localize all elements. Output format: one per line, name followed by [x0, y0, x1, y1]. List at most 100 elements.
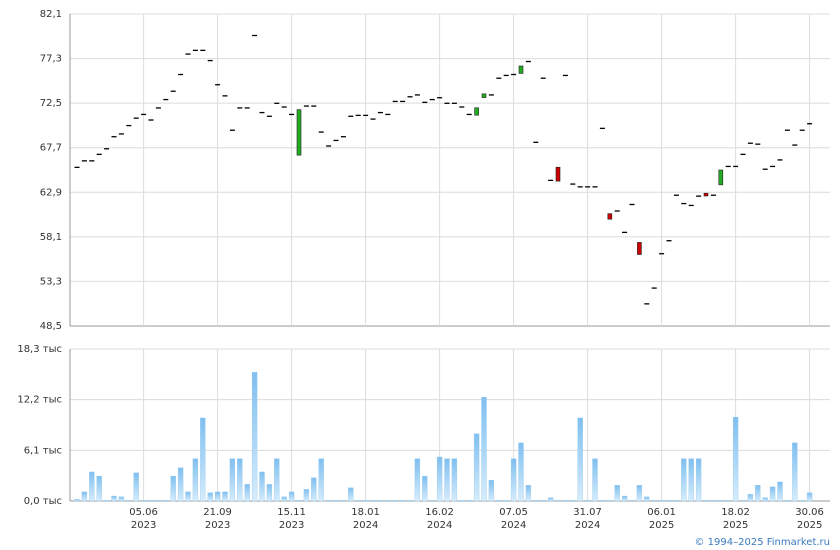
volume-bar	[170, 475, 176, 502]
volume-bar	[163, 500, 169, 502]
volume-bar	[133, 472, 139, 502]
candle	[651, 287, 657, 289]
volume-bar	[651, 500, 657, 502]
volume-bar	[429, 500, 435, 502]
volume-bar	[769, 486, 776, 502]
volume-bar	[658, 500, 665, 502]
candle	[688, 204, 694, 207]
volume-bar	[703, 500, 709, 502]
volume-bar	[725, 500, 731, 502]
candle	[488, 94, 494, 96]
volume-bar	[732, 416, 739, 502]
candle	[666, 240, 672, 242]
y-tick-label: 58,1	[40, 232, 62, 243]
candle	[229, 129, 235, 131]
volume-bar	[644, 496, 650, 502]
candle	[548, 179, 554, 182]
volume-bar	[155, 500, 162, 502]
volume-bar	[407, 500, 413, 502]
x-tick-year: 2025	[649, 520, 674, 531]
candle	[733, 165, 739, 168]
candle	[266, 115, 272, 117]
volume-bar	[89, 471, 95, 502]
candle	[725, 165, 731, 168]
candle	[681, 202, 687, 205]
candle	[207, 59, 213, 62]
volume-bar	[385, 500, 391, 502]
candle	[414, 94, 420, 96]
candle	[363, 114, 369, 117]
x-tick-label: 06.01	[647, 507, 676, 518]
volume-bar	[777, 481, 783, 502]
candle	[407, 96, 413, 98]
volume-bar	[577, 417, 583, 502]
volume-bar	[96, 475, 102, 502]
candle	[614, 210, 620, 212]
volume-bar	[251, 372, 258, 502]
volume-bar	[755, 485, 761, 502]
volume-bar	[192, 458, 199, 502]
candle	[141, 113, 147, 116]
volume-bar	[621, 495, 628, 502]
x-tick-year: 2024	[427, 520, 452, 531]
volume-bar	[111, 495, 117, 502]
candle	[555, 166, 561, 182]
x-tick-label: 07.05	[499, 507, 528, 518]
candle	[481, 93, 487, 98]
candle	[303, 105, 309, 107]
volume-bar	[488, 480, 495, 502]
volume-bar	[673, 500, 680, 502]
candle	[503, 74, 509, 77]
volume-bar	[422, 475, 428, 502]
candle	[444, 102, 450, 104]
candle	[81, 160, 87, 162]
volume-bar	[570, 500, 576, 502]
footer: © 1994–2025 Finmarket.ru	[694, 537, 830, 548]
volume-bar	[740, 500, 746, 502]
volume-bar	[348, 487, 354, 502]
volume-bar	[629, 500, 635, 502]
volume-bar	[103, 500, 110, 502]
volume-bar	[599, 500, 606, 502]
candle	[629, 203, 635, 206]
volume-bar	[148, 500, 154, 502]
candle	[318, 131, 324, 133]
y-tick-label: 53,3	[40, 276, 62, 287]
volume-bar	[451, 458, 458, 502]
volume-bar	[688, 458, 694, 502]
volume-bar	[362, 500, 369, 502]
candle	[155, 107, 161, 109]
candle	[385, 113, 391, 116]
candle	[170, 90, 176, 92]
volume-bar	[710, 500, 717, 502]
candle	[118, 133, 124, 135]
volume-bar	[592, 458, 598, 502]
x-tick-label: 21.09	[203, 507, 232, 518]
volume-bar	[666, 500, 672, 502]
candle	[592, 186, 598, 188]
volume-bar	[503, 500, 509, 502]
y-tick-label: 67,7	[40, 143, 62, 154]
x-tick-label: 18.01	[351, 507, 380, 518]
y-tick-label: 6,1 тыс	[24, 445, 62, 456]
candle	[222, 95, 228, 97]
candle	[192, 49, 198, 52]
candle	[326, 145, 332, 147]
y-tick-label: 82,1	[40, 9, 62, 20]
candle	[792, 144, 798, 146]
volume-bar	[681, 458, 687, 502]
y-tick-label: 77,3	[40, 54, 62, 65]
volume-bar	[799, 500, 805, 502]
y-tick-label: 12,2 тыс	[17, 395, 62, 406]
candle	[644, 303, 650, 305]
candle	[607, 213, 613, 220]
volume-bar	[562, 500, 569, 502]
volume-bar	[525, 485, 532, 502]
y-tick-label: 72,5	[40, 98, 62, 109]
candle	[429, 98, 435, 101]
x-tick-year: 2024	[501, 520, 526, 531]
candle	[540, 77, 546, 79]
candle	[747, 142, 753, 144]
candle	[215, 84, 221, 86]
candle	[562, 74, 568, 77]
